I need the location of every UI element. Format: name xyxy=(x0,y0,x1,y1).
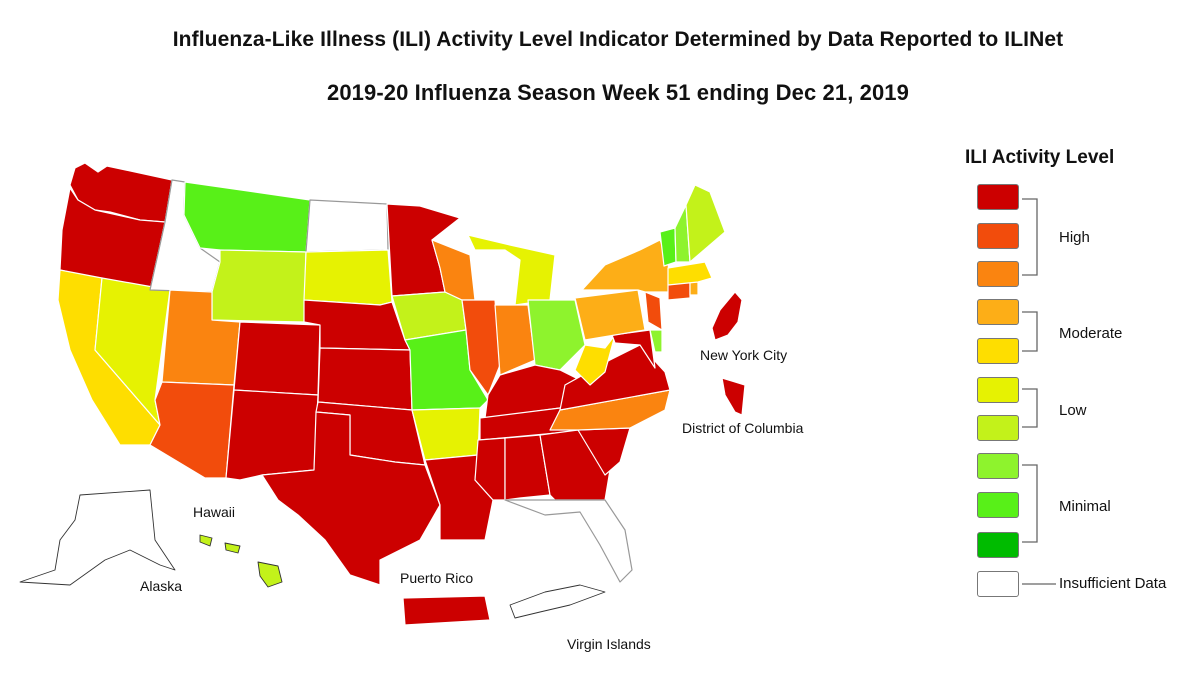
region-west-virginia xyxy=(574,334,616,386)
region-florida xyxy=(504,499,633,583)
region-district-of-columbia xyxy=(721,377,746,416)
region-rhode-island xyxy=(689,281,699,296)
map-title: Influenza-Like Illness (ILI) Activity Le… xyxy=(172,28,1064,51)
region-new-mexico xyxy=(225,389,319,481)
region-maryland xyxy=(611,329,656,369)
label-alaska: Alaska xyxy=(140,578,183,594)
legend-swatch-level-6 xyxy=(977,338,1019,364)
bracket-high xyxy=(1022,198,1038,276)
region-indiana xyxy=(494,304,536,376)
bracket-moderate xyxy=(1022,311,1038,352)
region-new-york-city xyxy=(711,291,743,341)
region-alabama xyxy=(504,434,551,501)
region-hawaii xyxy=(199,534,283,588)
legend-swatch-level-7 xyxy=(977,299,1019,325)
bracket-minimal xyxy=(1022,464,1038,543)
legend-swatch-level-8 xyxy=(977,261,1019,287)
legend-swatch-level-3 xyxy=(977,453,1019,479)
region-alaska xyxy=(19,489,176,586)
legend-group-minimal: Minimal xyxy=(1059,498,1111,515)
region-wyoming xyxy=(211,249,307,323)
legend-title: ILI Activity Level xyxy=(965,147,1115,168)
region-nebraska xyxy=(303,299,411,351)
legend-swatch-level-9 xyxy=(977,223,1019,249)
legend-group-insufficient: Insufficient Data xyxy=(1059,575,1167,592)
region-pennsylvania xyxy=(574,289,646,341)
legend-swatch-level-4 xyxy=(977,415,1019,441)
region-puerto-rico xyxy=(402,595,491,626)
region-colorado xyxy=(233,321,321,396)
region-new-jersey xyxy=(644,291,663,331)
map-subtitle: 2019-20 Influenza Season Week 51 ending … xyxy=(327,80,909,105)
label-puerto-rico: Puerto Rico xyxy=(400,570,474,586)
region-texas xyxy=(261,411,441,586)
legend-swatch-level-1 xyxy=(977,532,1019,558)
us-map xyxy=(19,162,746,626)
legend-group-moderate: Moderate xyxy=(1059,325,1123,342)
label-district-of-columbia: District of Columbia xyxy=(682,420,804,436)
region-virgin-islands xyxy=(509,584,606,619)
region-ohio xyxy=(527,299,586,371)
label-virgin-islands: Virgin Islands xyxy=(567,636,651,652)
legend-swatch-level-5 xyxy=(977,377,1019,403)
legend-brackets xyxy=(1022,198,1056,585)
region-michigan xyxy=(467,234,556,306)
legend-group-low: Low xyxy=(1059,402,1087,419)
label-new-york-city: New York City xyxy=(700,347,788,363)
legend-swatch-level-2 xyxy=(977,492,1019,518)
region-maine xyxy=(685,184,726,263)
bracket-low xyxy=(1022,388,1038,428)
legend-group-high: High xyxy=(1059,229,1090,246)
region-kansas xyxy=(317,347,413,411)
region-massachusetts xyxy=(667,261,713,286)
region-arizona xyxy=(149,381,235,479)
region-montana xyxy=(183,181,311,253)
region-south-dakota xyxy=(303,249,393,306)
legend-swatch-level-10 xyxy=(977,184,1019,210)
label-hawaii: Hawaii xyxy=(193,504,236,520)
region-north-dakota xyxy=(305,199,389,253)
region-delaware xyxy=(649,329,663,353)
region-mississippi xyxy=(474,437,506,501)
region-new-york xyxy=(581,239,671,293)
region-virginia xyxy=(559,344,671,411)
legend-swatch-level-0 xyxy=(977,571,1019,597)
